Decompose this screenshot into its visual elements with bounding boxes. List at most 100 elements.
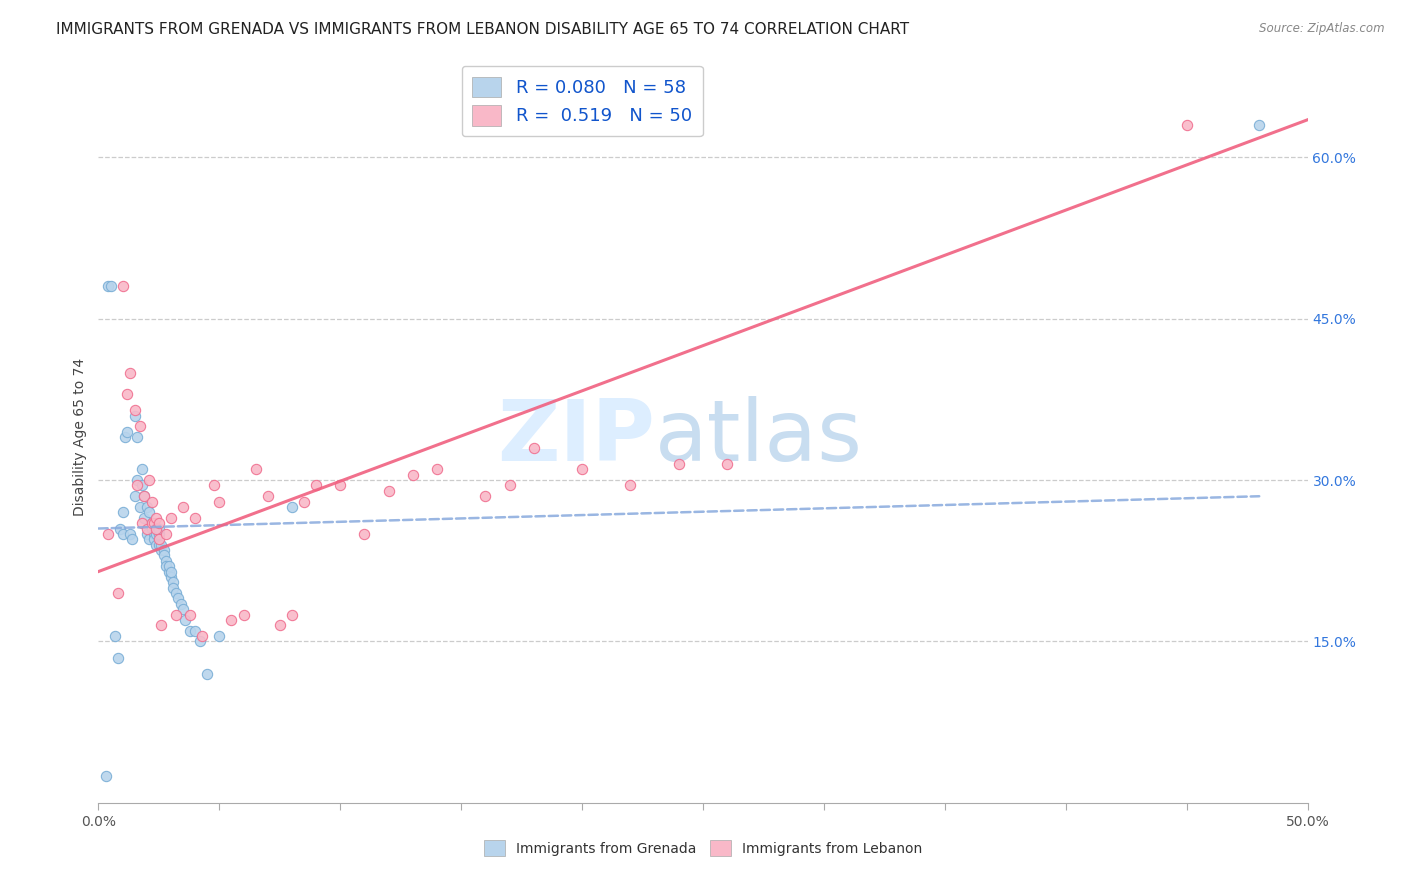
Point <box>165 607 187 622</box>
Point <box>160 510 183 524</box>
Point <box>179 624 201 638</box>
Point <box>305 478 328 492</box>
Point <box>124 489 146 503</box>
Point <box>131 478 153 492</box>
Point <box>121 533 143 547</box>
Point <box>150 538 173 552</box>
Point <box>131 462 153 476</box>
Point <box>172 500 194 514</box>
Point <box>160 565 183 579</box>
Point <box>195 666 218 681</box>
Point <box>117 387 139 401</box>
Point <box>128 419 150 434</box>
Point <box>329 478 352 492</box>
Point <box>118 366 141 380</box>
Point <box>157 565 180 579</box>
Y-axis label: Disability Age 65 to 74: Disability Age 65 to 74 <box>73 358 87 516</box>
Point <box>124 403 146 417</box>
Point <box>1249 118 1271 132</box>
Point <box>135 527 157 541</box>
Point <box>245 462 267 476</box>
Point <box>145 510 167 524</box>
Point <box>179 607 201 622</box>
Point <box>124 409 146 423</box>
Point <box>148 516 170 530</box>
Point <box>155 559 177 574</box>
Text: IMMIGRANTS FROM GRENADA VS IMMIGRANTS FROM LEBANON DISABILITY AGE 65 TO 74 CORRE: IMMIGRANTS FROM GRENADA VS IMMIGRANTS FR… <box>56 22 910 37</box>
Point <box>134 489 156 503</box>
Point <box>127 473 149 487</box>
Point <box>148 527 170 541</box>
Point <box>107 650 129 665</box>
Point <box>162 575 184 590</box>
Point <box>135 521 157 535</box>
Point <box>174 613 197 627</box>
Point <box>138 533 160 547</box>
Point <box>94 769 117 783</box>
Point <box>152 549 174 563</box>
Point <box>498 478 520 492</box>
Point <box>292 494 315 508</box>
Point <box>668 457 690 471</box>
Point <box>107 586 129 600</box>
Point <box>204 478 226 492</box>
Point <box>128 500 150 514</box>
Point <box>148 538 170 552</box>
Point <box>571 462 593 476</box>
Point <box>208 629 231 643</box>
Point <box>474 489 496 503</box>
Point <box>426 462 449 476</box>
Point <box>111 279 134 293</box>
Point <box>150 618 173 632</box>
Point <box>131 516 153 530</box>
Point <box>145 538 167 552</box>
Point <box>100 279 122 293</box>
Point <box>141 521 163 535</box>
Point <box>167 591 190 606</box>
Point <box>97 527 120 541</box>
Point <box>269 618 291 632</box>
Point <box>165 586 187 600</box>
Point <box>1175 118 1198 132</box>
Point <box>523 441 546 455</box>
Point <box>157 559 180 574</box>
Text: Source: ZipAtlas.com: Source: ZipAtlas.com <box>1260 22 1385 36</box>
Point <box>716 457 738 471</box>
Point <box>281 500 304 514</box>
Point <box>148 533 170 547</box>
Point <box>104 629 127 643</box>
Point <box>169 597 191 611</box>
Point <box>127 430 149 444</box>
Point <box>111 527 134 541</box>
Point <box>117 425 139 439</box>
Point <box>138 473 160 487</box>
Point <box>145 527 167 541</box>
Point <box>353 527 375 541</box>
Point <box>148 521 170 535</box>
Point <box>118 527 141 541</box>
Point <box>191 629 214 643</box>
Point <box>141 516 163 530</box>
Point <box>145 521 167 535</box>
Point <box>143 533 166 547</box>
Point <box>114 430 136 444</box>
Point <box>155 554 177 568</box>
Point <box>111 505 134 519</box>
Point <box>135 500 157 514</box>
Point <box>134 510 156 524</box>
Point <box>134 489 156 503</box>
Point <box>108 521 131 535</box>
Point <box>377 483 399 498</box>
Point <box>232 607 254 622</box>
Point <box>150 543 173 558</box>
Point <box>172 602 194 616</box>
Point <box>155 527 177 541</box>
Point <box>141 516 163 530</box>
Text: atlas: atlas <box>655 395 863 479</box>
Point <box>97 279 120 293</box>
Point <box>281 607 304 622</box>
Point <box>184 624 207 638</box>
Point <box>162 581 184 595</box>
Point <box>188 634 211 648</box>
Text: ZIP: ZIP <box>496 395 655 479</box>
